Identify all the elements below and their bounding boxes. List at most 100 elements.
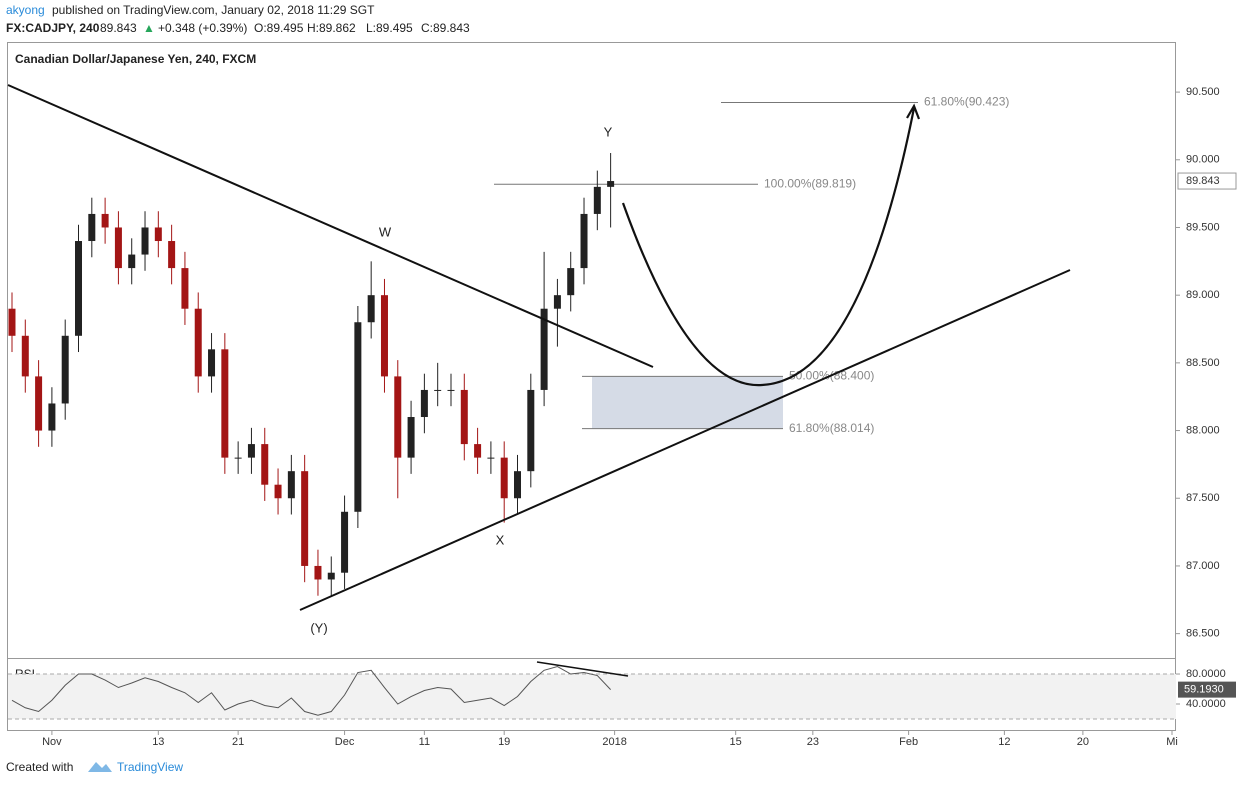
footer-created: Created with (6, 760, 73, 774)
fib-label: 61.80%(90.423) (924, 95, 1009, 109)
candle-body (88, 213, 96, 242)
candle-body (607, 181, 615, 187)
y-tick-label: 88.500 (1186, 357, 1220, 369)
candle-body (367, 295, 375, 323)
candle-body (394, 376, 402, 458)
y-tick-label: 86.500 (1186, 628, 1220, 640)
high: H:89.862 (307, 21, 356, 35)
rsi-line (11, 665, 611, 716)
rsi-band (8, 674, 1176, 720)
candle-body (261, 444, 269, 485)
candle-body (540, 308, 548, 390)
candle-body (234, 457, 242, 459)
x-tick-label: Feb (899, 736, 918, 748)
arrow: ▲ (143, 21, 155, 35)
candle-body (141, 227, 149, 255)
rsi-tick-label: 80.0000 (1186, 668, 1226, 680)
candle-body (8, 308, 16, 336)
fib-label: 100.00%(89.819) (764, 176, 856, 190)
candle-body (287, 471, 295, 499)
x-tick-label: 2018 (602, 736, 626, 748)
candle-body (420, 389, 428, 418)
x-tick-label: 12 (998, 736, 1010, 748)
open: O:89.495 (254, 21, 304, 35)
x-tick-label: Nov (42, 736, 62, 748)
candle-body (487, 457, 495, 459)
candle-body (354, 322, 362, 512)
footer-brand[interactable]: TradingView (117, 760, 183, 774)
candle-body (527, 389, 535, 472)
candle-body (327, 572, 335, 580)
projection-arrow (906, 103, 921, 120)
candle-body (128, 254, 136, 269)
x-tick-label: 15 (730, 736, 742, 748)
y-tick-label: 89.500 (1186, 221, 1220, 233)
candle-body (567, 268, 575, 296)
x-tick-label: 20 (1077, 736, 1089, 748)
pane-border (7, 42, 1176, 731)
author[interactable]: akyong (6, 3, 45, 17)
last: 89.843 (100, 21, 137, 35)
projection-curve (621, 107, 916, 387)
candle-body (514, 471, 522, 499)
trend-line (7, 84, 654, 368)
candle-body (407, 417, 415, 458)
candle-body (500, 457, 508, 499)
change: +0.348 (+0.39%) (158, 21, 247, 35)
candle-body (593, 186, 601, 214)
rsi-last-label: 59.1930 (1184, 684, 1224, 696)
candle-body (48, 403, 56, 431)
published: published on TradingView.com, January 02… (52, 3, 375, 17)
divergence-line (536, 661, 629, 677)
candle-body (181, 268, 189, 309)
low: L:89.495 (366, 21, 413, 35)
candle-body (168, 241, 176, 269)
x-tick-label: Dec (335, 736, 355, 748)
candle-body (247, 444, 255, 458)
x-tick-label: 23 (807, 736, 819, 748)
last-price-label: 89.843 (1186, 175, 1220, 187)
rsi-tick-label: 40.0000 (1186, 698, 1226, 710)
wave-label: W (379, 224, 392, 239)
candle-body (35, 376, 43, 431)
candle-body (474, 444, 482, 458)
candle-body (380, 295, 388, 377)
candle-body (434, 389, 442, 391)
symbol: FX:CADJPY, 240 (6, 21, 100, 35)
y-tick-label: 90.000 (1186, 154, 1220, 166)
candle-body (221, 349, 229, 458)
close: C:89.843 (421, 21, 470, 35)
candle-body (61, 335, 69, 404)
y-tick-label: 88.000 (1186, 424, 1220, 436)
candle-body (460, 389, 468, 445)
x-tick-label: 21 (232, 736, 244, 748)
y-tick-label: 87.000 (1186, 560, 1220, 572)
candle-body (580, 213, 588, 269)
chart-title: Canadian Dollar/Japanese Yen, 240, FXCM (15, 52, 256, 66)
trend-line (299, 269, 1071, 611)
candle-body (154, 227, 162, 242)
x-tick-label: 11 (419, 736, 430, 748)
rsi-last-box (1178, 681, 1236, 698)
x-tick-label: 19 (498, 736, 510, 748)
candle-body (553, 295, 561, 309)
candle-body (75, 241, 83, 336)
x-tick-label: 13 (152, 736, 164, 748)
fib-label: 61.80%(88.014) (789, 421, 874, 435)
candle-body (101, 213, 109, 228)
candle-body (341, 511, 349, 573)
wave-label: (Y) (310, 620, 327, 635)
logo (88, 762, 112, 772)
x-tick-label: Mi (1166, 736, 1178, 748)
candle-body (208, 349, 216, 377)
y-tick-label: 89.000 (1186, 289, 1220, 301)
wave-label: X (496, 532, 505, 547)
candle-body (114, 227, 122, 269)
candle-body (194, 308, 202, 377)
candle-body (447, 389, 455, 391)
candle-body (274, 484, 282, 499)
last-price-box (1177, 172, 1237, 190)
y-tick-label: 90.500 (1186, 86, 1220, 98)
